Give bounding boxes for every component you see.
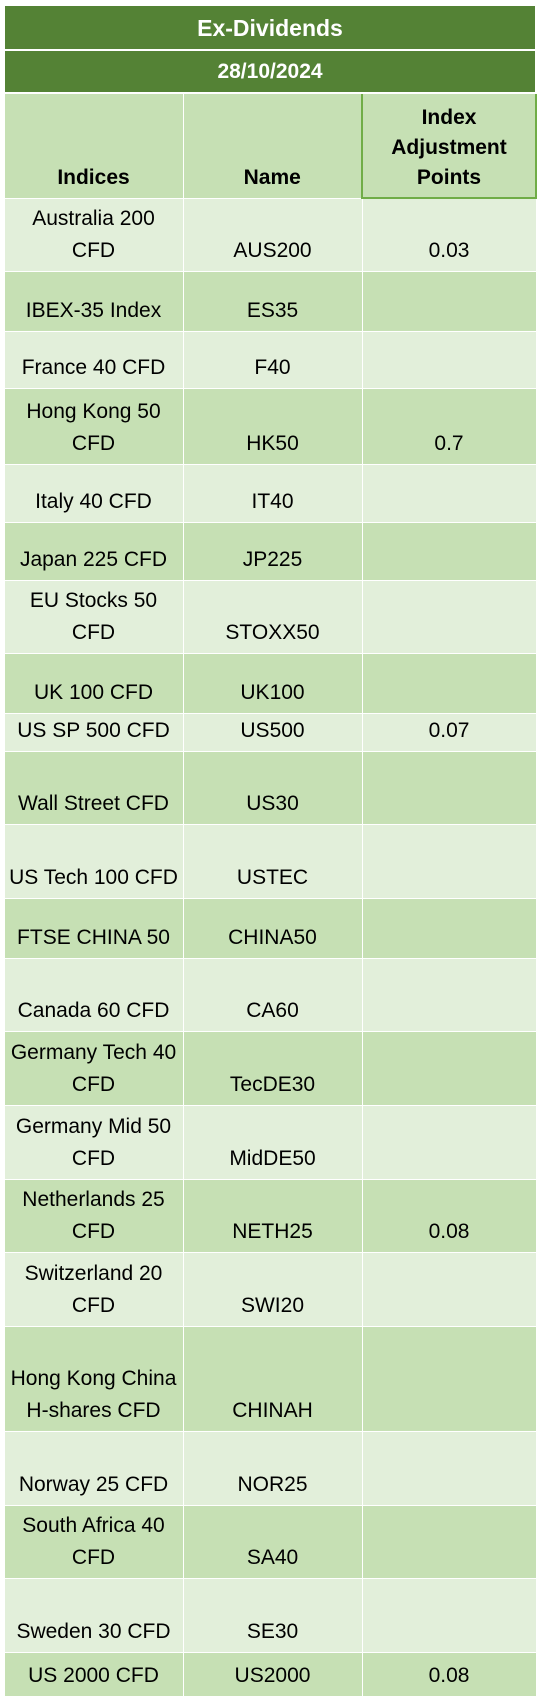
name-cell: AUS200: [182, 197, 363, 272]
index-cell: Australia 200 CFD: [3, 197, 184, 272]
table-row: FTSE CHINA 50 CHINA50: [3, 897, 537, 959]
name-cell: US2000: [182, 1651, 363, 1697]
index-cell: Netherlands 25 CFD: [3, 1178, 184, 1253]
points-cell: [361, 1030, 537, 1106]
table-row: Switzerland 20 CFD SWI20: [3, 1251, 537, 1327]
name-cell: NETH25: [182, 1178, 363, 1253]
table-row: Germany Mid 50 CFD MidDE50: [3, 1104, 537, 1180]
table-row: IBEX-35 Index ES35: [3, 270, 537, 332]
points-cell: [361, 750, 537, 825]
table-row: US SP 500 CFD US500 0.07: [3, 712, 537, 752]
index-cell: Italy 40 CFD: [3, 463, 184, 523]
index-cell: Hong Kong 50 CFD: [3, 387, 184, 465]
table-row: Netherlands 25 CFD NETH25 0.08: [3, 1178, 537, 1253]
index-cell: Germany Mid 50 CFD: [3, 1104, 184, 1180]
table-row: Hong Kong China H-shares CFD CHINAH: [3, 1325, 537, 1432]
name-cell: NOR25: [182, 1430, 363, 1506]
table-row: Australia 200 CFD AUS200 0.03: [3, 197, 537, 272]
index-cell: Germany Tech 40 CFD: [3, 1030, 184, 1106]
index-cell: EU Stocks 50 CFD: [3, 579, 184, 654]
points-cell: [361, 1577, 537, 1653]
table-row: Hong Kong 50 CFD HK50 0.7: [3, 387, 537, 465]
points-cell: [361, 1104, 537, 1180]
table-row: US 2000 CFD US2000 0.08: [3, 1651, 537, 1697]
index-cell: US 2000 CFD: [3, 1651, 184, 1697]
table: Ex-Dividends 28/10/2024 Indices Name Index…: [2, 4, 537, 1697]
name-cell: IT40: [182, 463, 363, 523]
points-cell: 0.07: [361, 712, 537, 752]
index-cell: FTSE CHINA 50: [3, 897, 184, 959]
table-row: Italy 40 CFD IT40: [3, 463, 537, 523]
table-row: France 40 CFD F40: [3, 330, 537, 389]
table-row: Canada 60 CFD CA60: [3, 957, 537, 1032]
points-cell: [361, 270, 537, 332]
name-cell: SWI20: [182, 1251, 363, 1327]
points-cell: [361, 1251, 537, 1327]
index-cell: Wall Street CFD: [3, 750, 184, 825]
table-row: US Tech 100 CFD USTEC: [3, 823, 537, 899]
index-cell: South Africa 40 CFD: [3, 1504, 184, 1579]
table-row: UK 100 CFD UK100: [3, 652, 537, 714]
table-row: Japan 225 CFD JP225: [3, 521, 537, 581]
index-cell: Switzerland 20 CFD: [3, 1251, 184, 1327]
name-cell: MidDE50: [182, 1104, 363, 1180]
points-cell: [361, 521, 537, 581]
table-date: 28/10/2024: [2, 49, 537, 94]
index-cell: Sweden 30 CFD: [3, 1577, 184, 1653]
name-cell: CHINA50: [182, 897, 363, 959]
points-cell: [361, 1430, 537, 1506]
points-cell: [361, 957, 537, 1032]
column-header: Indices: [3, 92, 184, 199]
index-cell: France 40 CFD: [3, 330, 184, 389]
column-header: Name: [182, 92, 363, 199]
name-cell: TecDE30: [182, 1030, 363, 1106]
points-cell: [361, 579, 537, 654]
index-cell: US Tech 100 CFD: [3, 823, 184, 899]
index-cell: Hong Kong China H-shares CFD: [3, 1325, 184, 1432]
points-cell: 0.08: [361, 1178, 537, 1253]
name-cell: ES35: [182, 270, 363, 332]
name-cell: HK50: [182, 387, 363, 465]
points-cell: [361, 1325, 537, 1432]
points-cell: [361, 652, 537, 714]
index-cell: IBEX-35 Index: [3, 270, 184, 332]
points-cell: [361, 330, 537, 389]
table-row: Wall Street CFD US30: [3, 750, 537, 825]
name-cell: SE30: [182, 1577, 363, 1653]
points-cell: [361, 897, 537, 959]
index-cell: UK 100 CFD: [3, 652, 184, 714]
name-cell: JP225: [182, 521, 363, 581]
ex-dividends-table: Ex-Dividends 28/10/2024 Indices Name Index…: [2, 4, 537, 1697]
name-cell: STOXX50: [182, 579, 363, 654]
points-cell: 0.7: [361, 387, 537, 465]
points-cell: [361, 463, 537, 523]
name-cell: CA60: [182, 957, 363, 1032]
table-row: South Africa 40 CFD SA40: [3, 1504, 537, 1579]
table-row: Germany Tech 40 CFD TecDE30: [3, 1030, 537, 1106]
name-cell: US500: [182, 712, 363, 752]
table-title: Ex-Dividends: [2, 4, 537, 51]
index-cell: US SP 500 CFD: [3, 712, 184, 752]
table-row: Sweden 30 CFD SE30: [3, 1577, 537, 1653]
name-cell: SA40: [182, 1504, 363, 1579]
points-cell: 0.03: [361, 197, 537, 272]
index-cell: Japan 225 CFD: [3, 521, 184, 581]
name-cell: USTEC: [182, 823, 363, 899]
name-cell: US30: [182, 750, 363, 825]
index-cell: Canada 60 CFD: [3, 957, 184, 1032]
column-header: Index Adjustment Points: [360, 92, 537, 199]
name-cell: F40: [182, 330, 363, 389]
points-cell: [361, 1504, 537, 1579]
table-row: Norway 25 CFD NOR25: [3, 1430, 537, 1506]
table-row: EU Stocks 50 CFD STOXX50: [3, 579, 537, 654]
index-cell: Norway 25 CFD: [3, 1430, 184, 1506]
name-cell: CHINAH: [182, 1325, 363, 1432]
name-cell: UK100: [182, 652, 363, 714]
points-cell: 0.08: [361, 1651, 537, 1697]
points-cell: [361, 823, 537, 899]
